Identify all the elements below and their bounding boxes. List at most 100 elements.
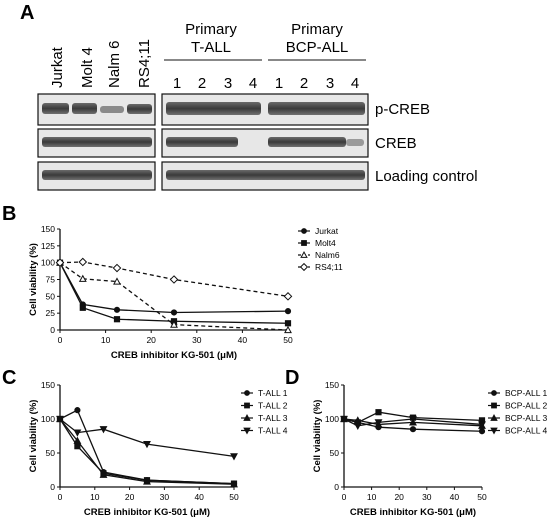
legend-label: BCP-ALL 1 [505,388,547,398]
data-point [99,470,108,478]
data-point [78,274,87,282]
y-tick-label: 0 [50,325,55,335]
group-header-t-all-line2: T-ALL [191,39,231,56]
blot-label-p-creb: p-CREB [375,101,430,118]
cell-line-label-jurkat: Jurkat [49,46,66,88]
blot-band [346,139,364,146]
x-tick-label: 40 [238,335,248,345]
data-point [73,429,82,437]
data-point [409,426,417,433]
blot-band [166,137,238,147]
data-point [143,477,151,485]
legend-label: Jurkat [315,226,339,236]
x-tick-label: 30 [160,492,170,502]
y-tick-label: 0 [334,482,339,492]
panel-a: A Jurkat Molt 4 Nalm 6 RS4;11 Primary T-… [20,2,478,191]
data-point [284,325,292,334]
panel-a-label: A [20,2,34,24]
data-point [74,443,81,450]
y-tick-label: 0 [50,482,55,492]
x-axis-label: CREB inhibitor KG-501 (μM) [111,350,237,361]
lane-number: 4 [249,75,257,92]
y-tick-label: 50 [46,448,56,458]
data-point [99,426,108,434]
series-line [59,418,235,458]
data-point [353,422,362,430]
series-line [59,418,235,485]
x-tick-label: 50 [229,492,239,502]
x-tick-label: 40 [194,492,204,502]
legend-marker [491,390,497,396]
legend-label: BCP-ALL 3 [505,413,547,423]
blot-band [268,102,365,115]
data-point [478,421,486,429]
legend-marker [244,390,250,396]
blot-band [100,106,124,113]
x-tick-label: 20 [125,492,135,502]
y-tick-label: 75 [46,275,56,285]
blot-row-loading-control: Loading control [37,161,478,191]
data-point [478,428,486,435]
data-point [74,407,81,414]
legend-label: T-ALL 1 [258,388,288,398]
data-point [79,304,86,311]
x-axis-label: CREB inhibitor KG-501 (μM) [350,507,476,518]
data-point [230,480,238,488]
data-point [56,415,64,424]
legend-marker [300,251,308,258]
data-point [283,292,293,301]
legend-label: T-ALL 2 [258,401,288,411]
legend-label: BCP-ALL 4 [505,426,547,436]
data-point [113,316,121,323]
data-point [230,453,238,461]
blot-band [166,170,365,180]
data-point [113,306,121,313]
series-line [59,262,289,314]
y-axis-label: Cell viability (%) [28,243,39,316]
y-tick-label: 100 [41,258,55,268]
y-tick-label: 25 [46,308,56,318]
lane-number: 3 [326,75,334,92]
cell-line-label-molt4: Molt 4 [79,47,96,88]
panel-c-label: C [2,367,16,389]
x-tick-label: 10 [90,492,100,502]
y-tick-label: 150 [325,380,339,390]
panel-b-label: B [2,203,16,225]
x-tick-label: 30 [192,335,202,345]
data-point [375,409,382,416]
x-tick-label: 10 [367,492,377,502]
legend-label: Molt4 [315,238,336,248]
group-header-bcp-all-line2: BCP-ALL [286,39,349,56]
x-tick-label: 20 [146,335,156,345]
x-tick-label: 50 [477,492,487,502]
blot-band [42,170,152,180]
blot-band [166,102,261,115]
legend-label: T-ALL 4 [258,426,288,436]
blot-row-creb: CREB [37,128,417,158]
lane-number: 2 [300,75,308,92]
data-point [170,320,178,328]
x-tick-label: 20 [394,492,404,502]
legend-marker [243,414,251,421]
y-axis-label: Cell viability (%) [28,400,39,473]
blot-label-loading-control: Loading control [375,168,478,185]
y-tick-label: 100 [325,414,339,424]
legend-label: Nalm6 [315,250,340,260]
y-tick-label: 125 [41,241,55,251]
cell-line-label-nalm6: Nalm 6 [106,40,123,88]
legend-label: T-ALL 3 [258,413,288,423]
y-tick-label: 100 [41,414,55,424]
x-tick-label: 30 [422,492,432,502]
y-tick-label: 150 [41,224,55,234]
blot-label-creb: CREB [375,135,417,152]
legend-label: BCP-ALL 2 [505,401,547,411]
blot-band [72,103,97,114]
data-point [112,263,122,273]
y-tick-label: 50 [330,448,340,458]
lane-number: 4 [351,75,359,92]
data-point [73,436,82,444]
chart-b: 0 25 50 75 100 125 150 0 10 20 30 40 50 CREB inhibito… [28,224,343,361]
data-point [55,258,65,267]
legend-marker [301,228,307,234]
